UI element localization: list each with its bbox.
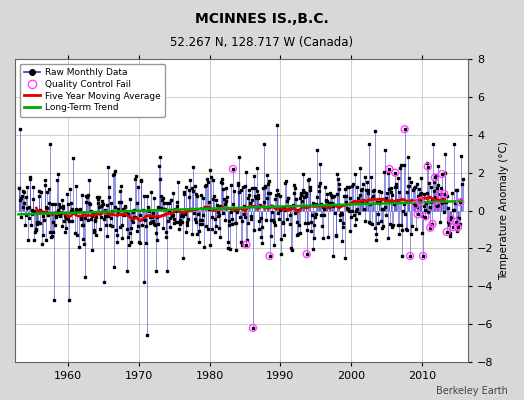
Point bbox=[446, 216, 455, 222]
Point bbox=[228, 166, 237, 172]
Point bbox=[391, 170, 399, 176]
Point bbox=[454, 224, 462, 231]
Point bbox=[438, 171, 446, 177]
Point bbox=[456, 199, 464, 205]
Point bbox=[242, 242, 250, 248]
Point bbox=[426, 224, 434, 231]
Point bbox=[419, 253, 427, 259]
Y-axis label: Temperature Anomaly (°C): Temperature Anomaly (°C) bbox=[499, 141, 509, 280]
Point bbox=[265, 253, 274, 259]
Point bbox=[416, 198, 424, 204]
Point bbox=[302, 251, 311, 257]
Legend: Raw Monthly Data, Quality Control Fail, Five Year Moving Average, Long-Term Tren: Raw Monthly Data, Quality Control Fail, … bbox=[19, 64, 165, 117]
Point bbox=[406, 253, 414, 259]
Point bbox=[249, 325, 257, 331]
Point bbox=[435, 191, 444, 198]
Point bbox=[431, 174, 439, 181]
Point bbox=[451, 219, 460, 225]
Point bbox=[413, 211, 422, 218]
Text: MCINNES IS.,B.C.: MCINNES IS.,B.C. bbox=[195, 12, 329, 26]
Point bbox=[421, 213, 430, 220]
Point bbox=[442, 229, 451, 235]
Point bbox=[400, 126, 409, 132]
Text: 52.267 N, 128.717 W (Canada): 52.267 N, 128.717 W (Canada) bbox=[170, 36, 354, 49]
Point bbox=[428, 221, 436, 227]
Point bbox=[440, 191, 449, 197]
Point bbox=[433, 203, 441, 209]
Point bbox=[423, 163, 432, 170]
Text: Berkeley Earth: Berkeley Earth bbox=[436, 386, 508, 396]
Point bbox=[449, 224, 457, 230]
Point bbox=[385, 166, 394, 172]
Point bbox=[411, 202, 420, 208]
